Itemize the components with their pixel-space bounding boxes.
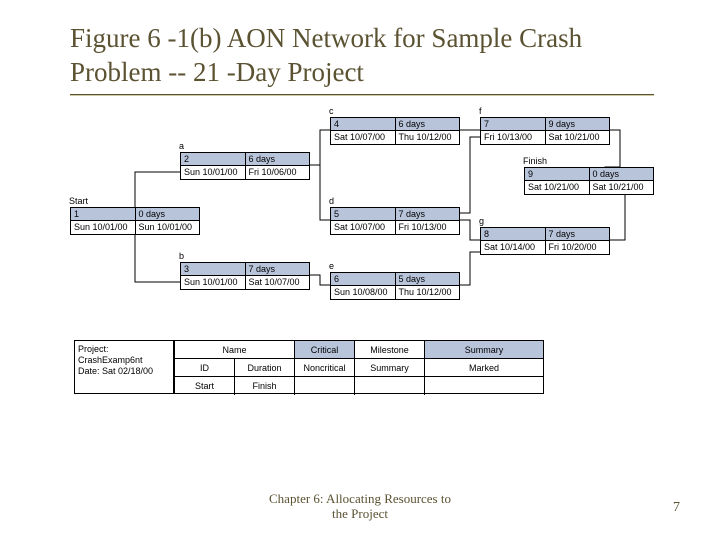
node-e: e 65 days Sun 10/08/00Thu 10/12/00 bbox=[330, 272, 460, 300]
legend-critical: Critical bbox=[295, 341, 355, 358]
node-label: f bbox=[479, 106, 482, 116]
node-g: g 87 days Sat 10/14/00Fri 10/20/00 bbox=[480, 227, 610, 255]
legend-marked: Marked bbox=[425, 359, 543, 376]
legend-meta: Project: CrashExamp6nt Date: Sat 02/18/0… bbox=[74, 340, 174, 394]
node-c: c 46 days Sat 10/07/00Thu 10/12/00 bbox=[330, 117, 460, 145]
node-f: f 79 days Fri 10/13/00Sat 10/21/00 bbox=[480, 117, 610, 145]
node-label: a bbox=[179, 141, 184, 151]
node-label: c bbox=[329, 106, 334, 116]
node-label: Start bbox=[69, 196, 88, 206]
legend-noncritical: Noncritical bbox=[295, 359, 355, 376]
node-label: Finish bbox=[523, 156, 547, 166]
page-number: 7 bbox=[673, 500, 680, 516]
legend-box: Name Critical Milestone Summary ID Durat… bbox=[174, 340, 544, 394]
legend-summary-top: Summary bbox=[425, 341, 543, 358]
slide-title: Figure 6 -1(b) AON Network for Sample Cr… bbox=[70, 22, 670, 90]
legend-date: Date: Sat 02/18/00 bbox=[78, 366, 170, 377]
legend-summary: Summary bbox=[355, 359, 425, 376]
footer-line1: Chapter 6: Allocating Resources to bbox=[0, 491, 720, 507]
legend-finish: Finish bbox=[235, 377, 295, 395]
node-a: a 26 days Sun 10/01/00Fri 10/06/00 bbox=[180, 152, 310, 180]
node-label: d bbox=[329, 196, 334, 206]
node-finish: Finish 90 days Sat 10/21/00Sat 10/21/00 bbox=[524, 167, 654, 195]
legend-name: Name bbox=[175, 341, 295, 358]
node-b: b 37 days Sun 10/01/00Sat 10/07/00 bbox=[180, 262, 310, 290]
node-label: b bbox=[179, 251, 184, 261]
legend-id: ID bbox=[175, 359, 235, 376]
node-d: d 57 days Sat 10/07/00Fri 10/13/00 bbox=[330, 207, 460, 235]
footer: Chapter 6: Allocating Resources to the P… bbox=[0, 491, 720, 522]
footer-line2: the Project bbox=[0, 506, 720, 522]
legend-duration: Duration bbox=[235, 359, 295, 376]
aon-diagram: Start 10 days Sun 10/01/00Sun 10/01/00 a… bbox=[70, 112, 654, 422]
legend-milestone: Milestone bbox=[355, 341, 425, 358]
node-start: Start 10 days Sun 10/01/00Sun 10/01/00 bbox=[70, 207, 200, 235]
legend-project: Project: CrashExamp6nt bbox=[78, 344, 170, 366]
node-label: g bbox=[479, 216, 484, 226]
legend-start: Start bbox=[175, 377, 235, 395]
title-underline bbox=[70, 94, 654, 96]
node-label: e bbox=[329, 261, 334, 271]
